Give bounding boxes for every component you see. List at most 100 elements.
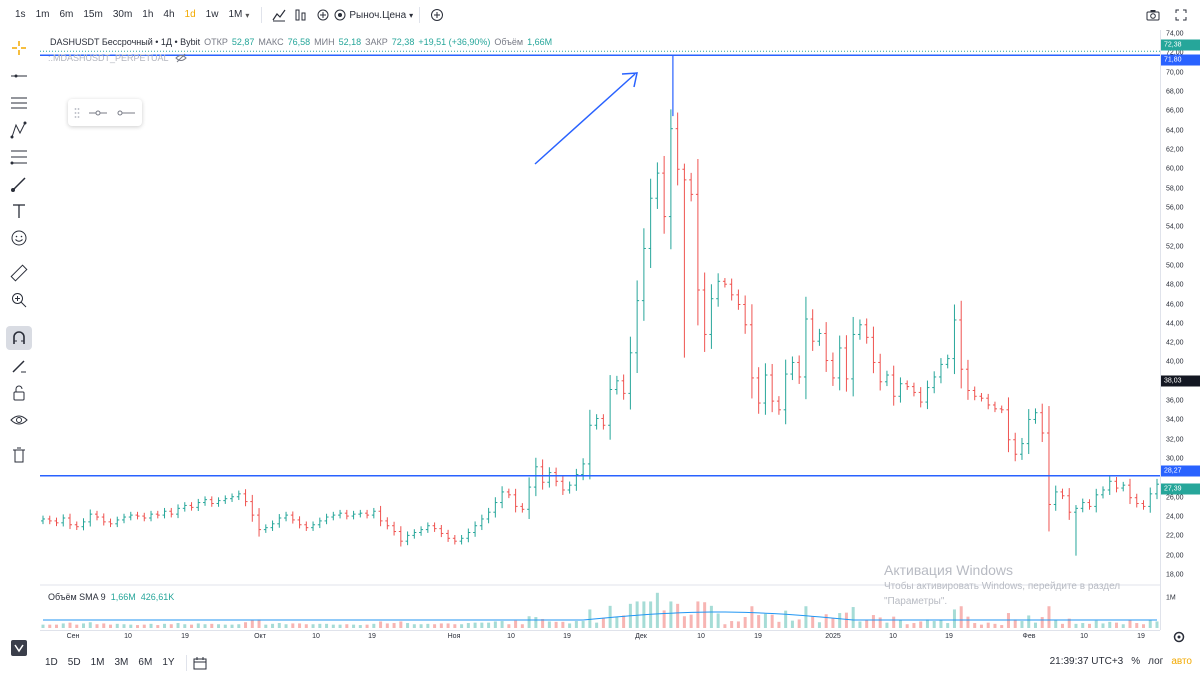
volume-bar	[325, 623, 329, 628]
volume-bar	[844, 612, 848, 628]
price-scale[interactable]: 74,00 72,00 70,00 68,00 66,00 64,00 62,00 60,00…	[1160, 30, 1200, 630]
open-label: ОТКР	[204, 37, 228, 47]
price-tick: 52,00	[1166, 243, 1184, 251]
timeframe-1h[interactable]: 1h	[142, 9, 154, 20]
timeframe-6m[interactable]: 6m	[59, 9, 74, 20]
line-tool-icon[interactable]	[88, 108, 108, 118]
ray-tool-icon[interactable]	[116, 108, 136, 118]
volume-bar	[905, 624, 909, 628]
volume-bar	[230, 624, 234, 628]
time-axis[interactable]: Сен 10 19 Окт 10 19 Ноя 10 19 Дек 10 19 2025 10 19 Фев 1…	[40, 630, 1160, 644]
volume-legend: Объём SMA 9 1,66M 426,61K	[48, 592, 174, 602]
timeframe-1M[interactable]: 1M	[228, 9, 243, 20]
volume-bar	[1013, 619, 1017, 628]
volume-bar	[433, 624, 437, 628]
volume-bar	[109, 624, 113, 628]
ruler-icon[interactable]	[6, 261, 32, 285]
fullscreen-icon[interactable]	[1170, 4, 1192, 26]
trash-icon[interactable]	[6, 443, 32, 467]
volume-bar	[561, 621, 565, 628]
brush-icon[interactable]	[6, 172, 32, 196]
compare-icon[interactable]	[312, 4, 334, 26]
toolbar-divider	[261, 7, 263, 23]
zoom-in-icon[interactable]	[6, 288, 32, 312]
object-tree-icon[interactable]	[6, 636, 32, 660]
volume-bar	[554, 621, 558, 628]
range-5D[interactable]: 5D	[67, 657, 81, 668]
clock[interactable]: 21:39:37 UTC+3	[1049, 656, 1124, 667]
range-3M[interactable]: 3M	[114, 657, 129, 668]
emoji-icon[interactable]	[6, 226, 32, 250]
volume-bar	[156, 625, 160, 628]
lock-icon[interactable]	[6, 381, 32, 405]
volume-bar	[1081, 623, 1085, 628]
price-tick: 40,00	[1166, 358, 1184, 366]
timeframe-1w[interactable]: 1w	[205, 9, 219, 20]
volume-bar	[1040, 617, 1044, 628]
volume-bar	[878, 617, 882, 628]
volume-bar	[365, 624, 369, 628]
volume-bar	[190, 624, 194, 628]
add-icon[interactable]	[426, 4, 448, 26]
volume-bar	[352, 624, 356, 628]
time-tick: 10	[697, 633, 705, 640]
crosshair-icon[interactable]	[6, 36, 32, 60]
log-toggle[interactable]: лог	[1148, 656, 1164, 667]
drawing-mode-pencil-icon[interactable]	[6, 354, 32, 378]
volume-value-2: 426,61K	[140, 592, 175, 602]
volume-bar	[331, 624, 335, 628]
volume-bar	[493, 621, 497, 628]
parallel-channel-icon[interactable]	[6, 91, 32, 115]
fib-retracement-icon[interactable]	[6, 145, 32, 169]
timeframe-30m[interactable]: 30m	[112, 9, 133, 20]
timeframe-4h[interactable]: 4h	[163, 9, 175, 20]
watermark-line1: Чтобы активировать Windows, перейдите в …	[884, 581, 1121, 592]
volume-bar	[682, 616, 686, 628]
chart-pane[interactable]	[40, 30, 1160, 630]
timeframe-15m[interactable]: 15m	[83, 9, 103, 20]
volume-bar	[399, 621, 403, 628]
eye-icon[interactable]	[6, 408, 32, 432]
volume-bar	[622, 615, 626, 628]
volume-bar	[473, 622, 477, 628]
calendar-range-icon[interactable]	[193, 656, 207, 670]
price-type-icon	[334, 9, 346, 21]
range-1D[interactable]: 1D	[45, 657, 58, 668]
range-6M[interactable]: 6M	[138, 657, 153, 668]
volume-sma-label[interactable]: Объём SMA 9	[48, 592, 106, 602]
indicators-icon[interactable]	[290, 4, 312, 26]
time-tick: 10	[507, 633, 515, 640]
text-tool-icon[interactable]	[6, 199, 32, 223]
volume-bar	[831, 618, 835, 628]
timeframe-1d[interactable]: 1d	[184, 9, 196, 20]
volume-bar	[419, 624, 423, 628]
volume-scale-tick: 1M	[1166, 594, 1176, 602]
auto-toggle[interactable]: авто	[1171, 656, 1192, 667]
magnet-icon[interactable]	[6, 326, 32, 350]
pitchfork-icon[interactable]	[6, 118, 32, 142]
symbol-title[interactable]: DASHUSDT Бессрочный • 1Д • Bybit	[50, 37, 201, 47]
gear-icon[interactable]	[1172, 630, 1186, 644]
timeframe-more-caret[interactable]: ▾	[245, 10, 250, 20]
volume-bar	[439, 623, 443, 628]
hide-eye-icon[interactable]	[174, 53, 187, 63]
price-chart[interactable]	[40, 30, 1160, 630]
timeframe-1m[interactable]: 1m	[35, 9, 50, 20]
percent-toggle[interactable]: %	[1131, 656, 1141, 667]
trend-line-icon[interactable]	[6, 64, 32, 88]
range-1M[interactable]: 1M	[90, 657, 105, 668]
volume-bar	[959, 606, 963, 628]
timeframe-selector: 1s 1m 6m 15m 30m 1h 4h 1d 1w 1M	[10, 0, 247, 30]
volume-bar	[95, 624, 99, 628]
volume-bar	[338, 624, 342, 628]
timeframe-1s[interactable]: 1s	[15, 9, 26, 20]
chart-type-icon[interactable]	[268, 4, 290, 26]
range-1Y[interactable]: 1Y	[162, 657, 175, 668]
volume-bar	[55, 624, 59, 628]
camera-icon[interactable]	[1142, 4, 1164, 26]
price-tick: 30,00	[1166, 455, 1184, 463]
volume-bar	[1101, 623, 1105, 628]
price-type-selector[interactable]: Рыноч.Цена ▾	[334, 9, 413, 21]
drag-handle-icon[interactable]	[74, 107, 80, 119]
volume-bar	[790, 620, 794, 628]
